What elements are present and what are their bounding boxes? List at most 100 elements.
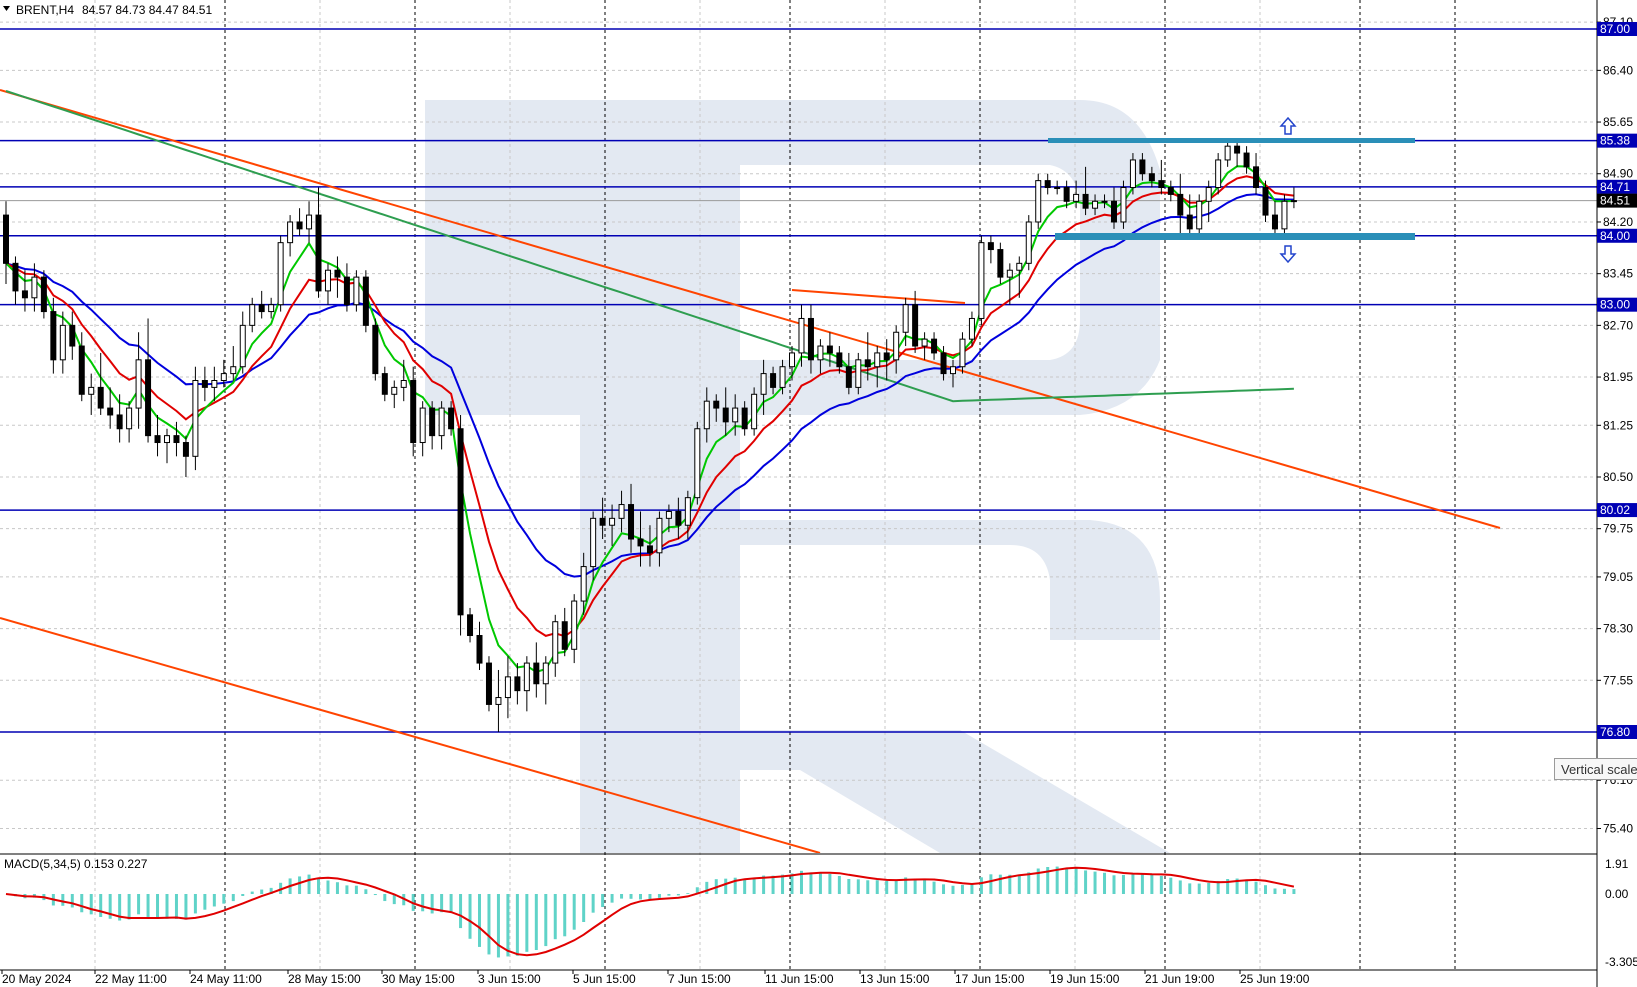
time-tick-label: 13 Jun 15:00 (860, 972, 930, 986)
candle (1063, 180, 1070, 209)
candle-body-down (826, 345, 833, 354)
price-tick-label: 79.05 (1603, 570, 1633, 584)
candle (959, 332, 966, 374)
candle (1177, 173, 1184, 236)
candle-body-down (107, 407, 114, 416)
level-label-bg (1597, 22, 1637, 36)
candle (571, 594, 578, 664)
candle (1224, 139, 1231, 167)
candle (836, 346, 843, 374)
candle-body-down (1082, 193, 1089, 209)
candle (893, 325, 900, 374)
candle (1271, 201, 1278, 236)
candle-body-down (561, 621, 568, 650)
candle (940, 346, 947, 381)
candle (665, 504, 672, 533)
candle (1073, 180, 1080, 209)
candle (97, 352, 104, 415)
candle (1262, 180, 1269, 222)
candle (845, 352, 852, 395)
candle (552, 614, 559, 677)
level-label-bg (1597, 503, 1637, 518)
candle-body-down (807, 317, 814, 361)
candle (902, 297, 909, 347)
candle (826, 332, 833, 367)
candle-body-down (1253, 166, 1260, 189)
candle (410, 366, 417, 457)
time-tick-label: 11 Jun 15:00 (765, 972, 834, 986)
candle-body-up (665, 510, 672, 519)
candle-body-up (1196, 200, 1203, 230)
candle (703, 387, 710, 443)
candle (31, 263, 38, 312)
candle (40, 270, 47, 319)
time-tick-label: 5 Jun 15:00 (573, 972, 636, 986)
candle-body-up (893, 331, 900, 361)
candle-body-down (343, 276, 350, 306)
arrow-up-icon (1279, 116, 1297, 135)
level-label: 87.00 (1600, 22, 1630, 36)
price-axis[interactable]: 87.1086.4085.6584.9084.2083.4582.7081.95… (1597, 15, 1637, 835)
lower-trendline (0, 617, 821, 853)
candle (713, 394, 720, 422)
candle-body-up (163, 435, 170, 444)
menu-triangle-icon[interactable] (3, 6, 10, 11)
candle-body-down (1139, 159, 1146, 175)
candle-body-down (258, 304, 265, 313)
candle-body-up (192, 380, 199, 457)
candle (741, 401, 748, 436)
candle-body-up (523, 662, 530, 692)
candle-body-up (959, 338, 966, 368)
time-tick-label: 21 Jun 19:00 (1145, 972, 1215, 986)
candle-body-up (249, 304, 256, 326)
candle-body-down (40, 276, 47, 313)
current-price-label: 84.51 (1600, 194, 1630, 208)
candle-body-up (656, 517, 663, 554)
candle (542, 656, 549, 705)
candle (372, 318, 379, 381)
candle (220, 359, 227, 388)
candle-body-up (495, 697, 502, 705)
candle-body-down (410, 380, 417, 444)
candle-body-up (230, 366, 237, 375)
candle (258, 290, 265, 319)
candle (268, 297, 275, 319)
level-label-bg (1597, 725, 1637, 739)
candle-body-down (1234, 145, 1241, 154)
candle-body-up (126, 407, 133, 430)
time-tick-label: 7 Jun 15:00 (668, 972, 731, 986)
candle (637, 511, 644, 567)
candle-body-down (836, 352, 843, 368)
candle (1139, 153, 1146, 181)
candle (580, 552, 587, 615)
candle (770, 366, 777, 395)
candle (1243, 146, 1250, 174)
candle-body-down (21, 290, 28, 299)
candle (1092, 194, 1099, 216)
candle (50, 297, 57, 374)
candle-body-down (1262, 187, 1269, 216)
candle-body-down (381, 373, 388, 395)
candle-body-down (931, 338, 938, 354)
candle (1101, 194, 1108, 209)
candle-body-up (684, 497, 691, 526)
price-tick-label: 86.40 (1603, 63, 1633, 77)
macd-label: MACD(5,34,5) 0.153 0.227 (4, 857, 148, 871)
candle-body-down (912, 304, 919, 347)
current-price-label-bg (1597, 193, 1637, 208)
candle (1054, 180, 1061, 195)
candle (201, 366, 208, 402)
price-tick-label: 79.75 (1603, 522, 1633, 536)
candle (694, 421, 701, 505)
candle-body-up (902, 304, 909, 333)
candle-body-down (864, 359, 871, 368)
candle-body-down (1148, 173, 1155, 182)
time-axis[interactable]: 20 May 2024 22 May 11:00 24 May 11:00 28 Ma… (1, 970, 1310, 986)
candle (69, 311, 76, 360)
candle (760, 359, 767, 415)
price-tick-label: 77.55 (1603, 673, 1633, 687)
chart-header-ohlc: 84.57 84.73 84.47 84.51 (82, 3, 212, 17)
candle-body-down (997, 249, 1004, 278)
candle (192, 366, 199, 471)
